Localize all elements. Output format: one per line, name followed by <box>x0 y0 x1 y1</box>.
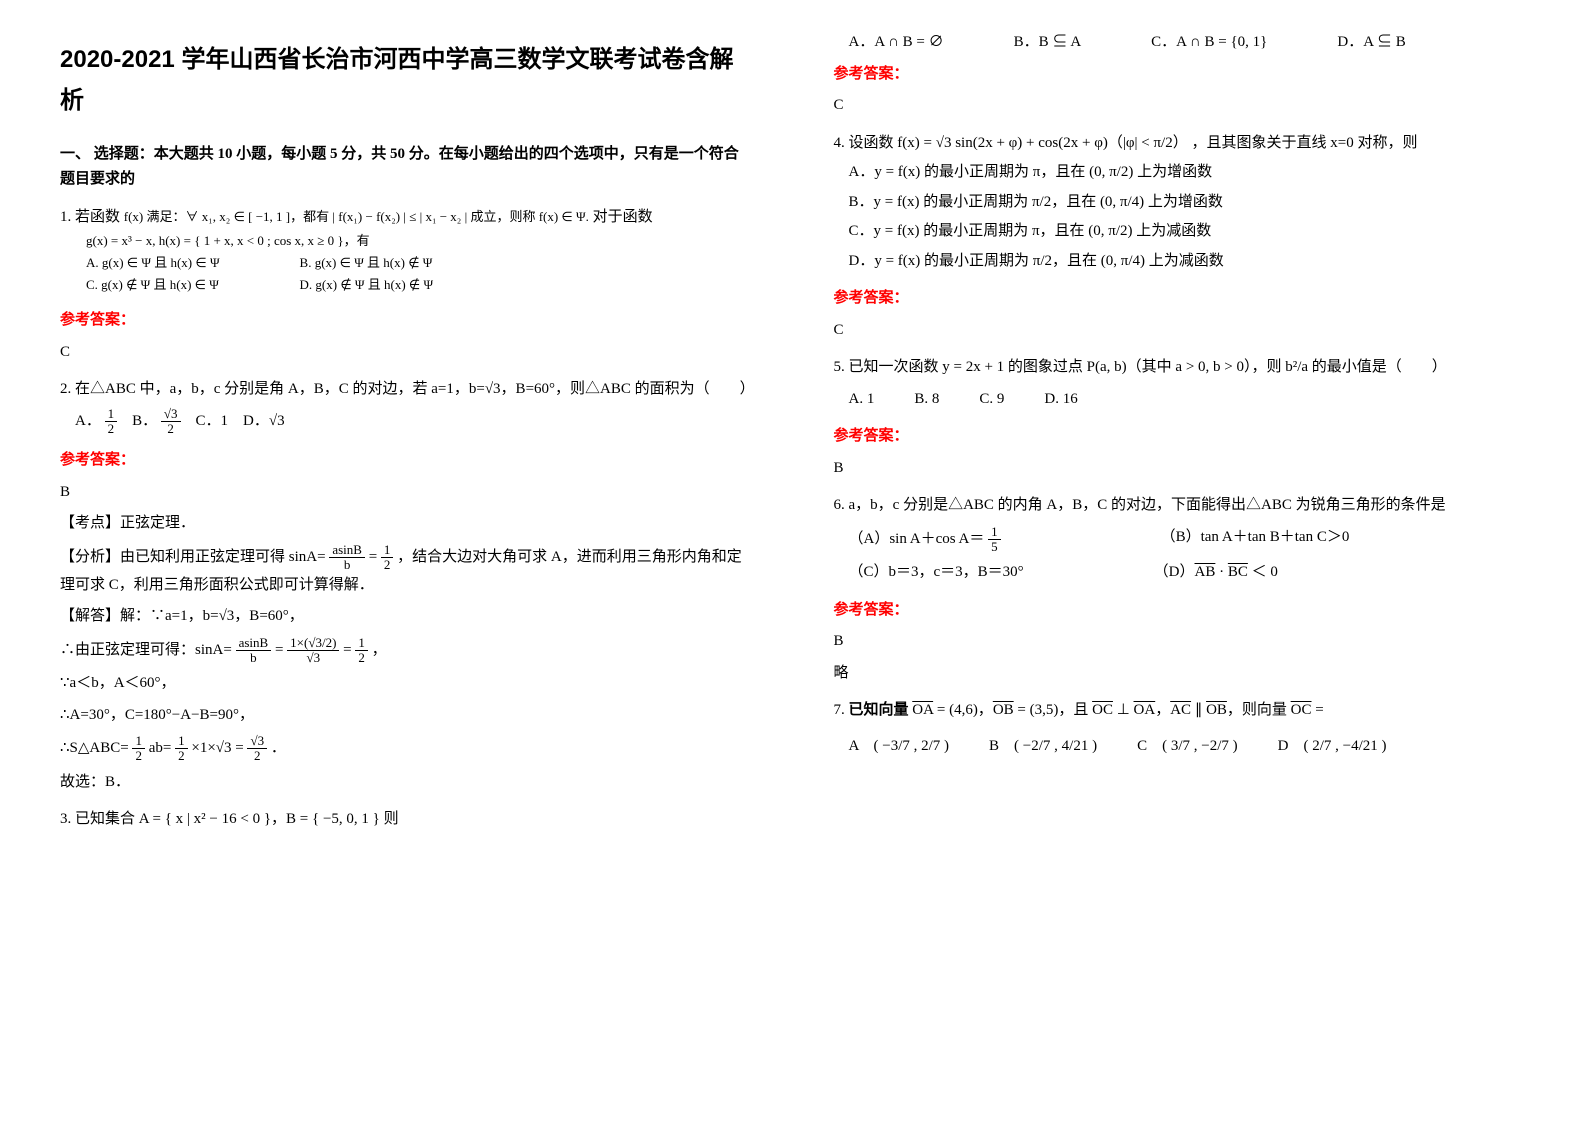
section-heading: 一、 选择题：本大题共 10 小题，每小题 5 分，共 50 分。在每小题给出的… <box>60 142 754 193</box>
q3-opt-d: D．A ⊆ B <box>1337 30 1405 56</box>
q4-answer: C <box>834 318 1528 344</box>
q4-fn: f(x) = √3 sin(2x + φ) + cos(2x + φ)（|φ| … <box>897 135 1187 151</box>
q2-exp-p2: 【解答】解：∵a=1，b=√3，B=60°， <box>60 604 754 630</box>
q1-opt-c: C. g(x) ∉ Ψ 且 h(x) ∈ Ψ <box>86 274 220 296</box>
q5-opt-c: C. 9 <box>979 387 1004 413</box>
left-column: 2020-2021 学年山西省长治市河西中学高三数学文联考试卷含解析 一、 选择… <box>40 30 794 1092</box>
q3-opt-c: C．A ∩ B = {0, 1} <box>1151 30 1267 56</box>
q7-stem: 7. 已知向量 OA = (4,6)，OB = (3,5)，且 OC ⊥ OA，… <box>834 698 1528 724</box>
q2-exp-p6: ∴S△ABC= 1 2 ab= 1 2 ×1×√3 = √3 2 ． <box>60 734 754 764</box>
q3-answer-label: 参考答案： <box>834 62 1528 88</box>
q7-opt-a: A ( −3/7 , 2/7 ) <box>849 734 950 760</box>
q2-answer: B <box>60 480 754 506</box>
q6-opt-d: （D）AB · BC ＜ 0 <box>1154 560 1278 586</box>
q1-prefix: 1. 若函数 <box>60 209 120 225</box>
q1-suffix: 对于函数 <box>593 209 653 225</box>
q7-options: A ( −3/7 , 2/7 ) B ( −2/7 , 4/21 ) C ( 3… <box>849 734 1528 760</box>
q6-opt-a: （A）sin A＋cos A＝ 1 5 <box>849 525 1001 555</box>
q5-options: A. 1 B. 8 C. 9 D. 16 <box>849 387 1528 413</box>
q2-answer-label: 参考答案： <box>60 448 754 474</box>
q6-opt-c: （C）b＝3，c＝3，B＝30° <box>849 560 1024 586</box>
question-4: 4. 设函数 f(x) = √3 sin(2x + φ) + cos(2x + … <box>834 131 1528 275</box>
q1-options: A. g(x) ∈ Ψ 且 h(x) ∈ Ψ C. g(x) ∉ Ψ 且 h(x… <box>86 252 754 296</box>
q2-opt-b-frac: √3 2 <box>161 407 181 437</box>
q2-opt-d: D．√3 <box>243 413 285 429</box>
q6-row2: （C）b＝3，c＝3，B＝30° （D）AB · BC ＜ 0 <box>849 560 1528 586</box>
q5-opt-d: D. 16 <box>1044 387 1077 413</box>
q4-opt-c: C．y = f(x) 的最小正周期为 π，且在 (0, π/2) 上为减函数 <box>849 219 1528 245</box>
q2-opt-b-pre: B． <box>132 413 157 429</box>
q6-opt-b: （B）tan A＋tan B＋tan C＞0 <box>1161 525 1350 555</box>
q1-answer-label: 参考答案： <box>60 308 754 334</box>
q2-stem: 2. 在△ABC 中，a，b，c 分别是角 A，B，C 的对边，若 a=1，b=… <box>60 377 754 403</box>
question-3-stem: 3. 已知集合 A = { x | x² − 16 < 0 }，B = { −5… <box>60 807 754 833</box>
q2-exp-tag: 【考点】正弦定理． <box>60 511 754 537</box>
question-7: 7. 已知向量 OA = (4,6)，OB = (3,5)，且 OC ⊥ OA，… <box>834 698 1528 759</box>
q7-opt-b: B ( −2/7 , 4/21 ) <box>989 734 1097 760</box>
question-1: 1. 若函数 f(x) 满足：∀ x₁, x₂ ∈ [ −1, 1 ]，都有 |… <box>60 205 754 297</box>
q2-exp-p3: ∴由正弦定理可得：sinA= asinB b = 1×(√3/2) √3 = 1… <box>60 636 754 666</box>
question-5: 5. 已知一次函数 y = 2x + 1 的图象过点 P(a, b)（其中 a … <box>834 355 1528 412</box>
q2-opt-a-pre: A． <box>75 413 101 429</box>
q2-exp-p1: 【分析】由已知利用正弦定理可得 sinA= asinB b = 1 2 ，结合大… <box>60 543 754 598</box>
question-2: 2. 在△ABC 中，a，b，c 分别是角 A，B，C 的对边，若 a=1，b=… <box>60 377 754 436</box>
q1-defs: g(x) = x³ − x, h(x) = { 1 + x, x < 0 ; c… <box>86 230 754 252</box>
q1-opt-d: D. g(x) ∉ Ψ 且 h(x) ∉ Ψ <box>300 274 434 296</box>
q4-pre: 4. 设函数 <box>834 135 894 151</box>
q2-opt-a-frac: 1 2 <box>105 407 118 437</box>
q1-answer: C <box>60 340 754 366</box>
q2-opt-c: C．1 <box>196 413 229 429</box>
q2-exp-p7: 故选：B． <box>60 770 754 796</box>
q1-opt-b: B. g(x) ∈ Ψ 且 h(x) ∉ Ψ <box>300 252 434 274</box>
q3-options: A．A ∩ B = ∅ B．B ⊆ A C．A ∩ B = {0, 1} D．A… <box>849 30 1528 56</box>
right-column: A．A ∩ B = ∅ B．B ⊆ A C．A ∩ B = {0, 1} D．A… <box>794 30 1548 1092</box>
q3-answer: C <box>834 93 1528 119</box>
q4-opt-a: A．y = f(x) 的最小正周期为 π，且在 (0, π/2) 上为增函数 <box>849 160 1528 186</box>
question-6: 6. a，b，c 分别是△ABC 的内角 A，B，C 的对边，下面能得出△ABC… <box>834 493 1528 586</box>
q5-stem: 5. 已知一次函数 y = 2x + 1 的图象过点 P(a, b)（其中 a … <box>834 355 1528 381</box>
q4-answer-label: 参考答案： <box>834 286 1528 312</box>
q1-cond: f(x) 满足：∀ x₁, x₂ ∈ [ −1, 1 ]，都有 | f(x₁) … <box>124 209 589 224</box>
q5-opt-b: B. 8 <box>914 387 939 413</box>
q3-opt-a: A．A ∩ B = ∅ <box>849 30 944 56</box>
exam-page: 2020-2021 学年山西省长治市河西中学高三数学文联考试卷含解析 一、 选择… <box>0 0 1587 1122</box>
q4-opt-d: D．y = f(x) 的最小正周期为 π/2，且在 (0, π/4) 上为减函数 <box>849 249 1528 275</box>
q4-opt-b: B．y = f(x) 的最小正周期为 π/2，且在 (0, π/4) 上为增函数 <box>849 190 1528 216</box>
q4-post: ，且其图象关于直线 x=0 对称，则 <box>1191 135 1417 151</box>
q1-opt-a: A. g(x) ∈ Ψ 且 h(x) ∈ Ψ <box>86 252 220 274</box>
q7-opt-c: C ( 3/7 , −2/7 ) <box>1137 734 1238 760</box>
q2-options: A． 1 2 B． √3 2 C．1 D．√3 <box>75 407 754 437</box>
q6-stem: 6. a，b，c 分别是△ABC 的内角 A，B，C 的对边，下面能得出△ABC… <box>834 493 1528 519</box>
q6-answer: B <box>834 629 1528 655</box>
q6-row1: （A）sin A＋cos A＝ 1 5 （B）tan A＋tan B＋tan C… <box>849 525 1528 555</box>
exam-title: 2020-2021 学年山西省长治市河西中学高三数学文联考试卷含解析 <box>60 40 754 122</box>
q7-opt-d: D ( 2/7 , −4/21 ) <box>1278 734 1387 760</box>
q6-brief: 略 <box>834 661 1528 687</box>
q2-exp-p4: ∵a＜b，A＜60°， <box>60 671 754 697</box>
q2-exp-p5: ∴A=30°，C=180°−A−B=90°， <box>60 703 754 729</box>
q5-answer-label: 参考答案： <box>834 424 1528 450</box>
q3-opt-b: B．B ⊆ A <box>1014 30 1082 56</box>
q5-opt-a: A. 1 <box>849 387 875 413</box>
q6-answer-label: 参考答案： <box>834 598 1528 624</box>
q5-answer: B <box>834 456 1528 482</box>
